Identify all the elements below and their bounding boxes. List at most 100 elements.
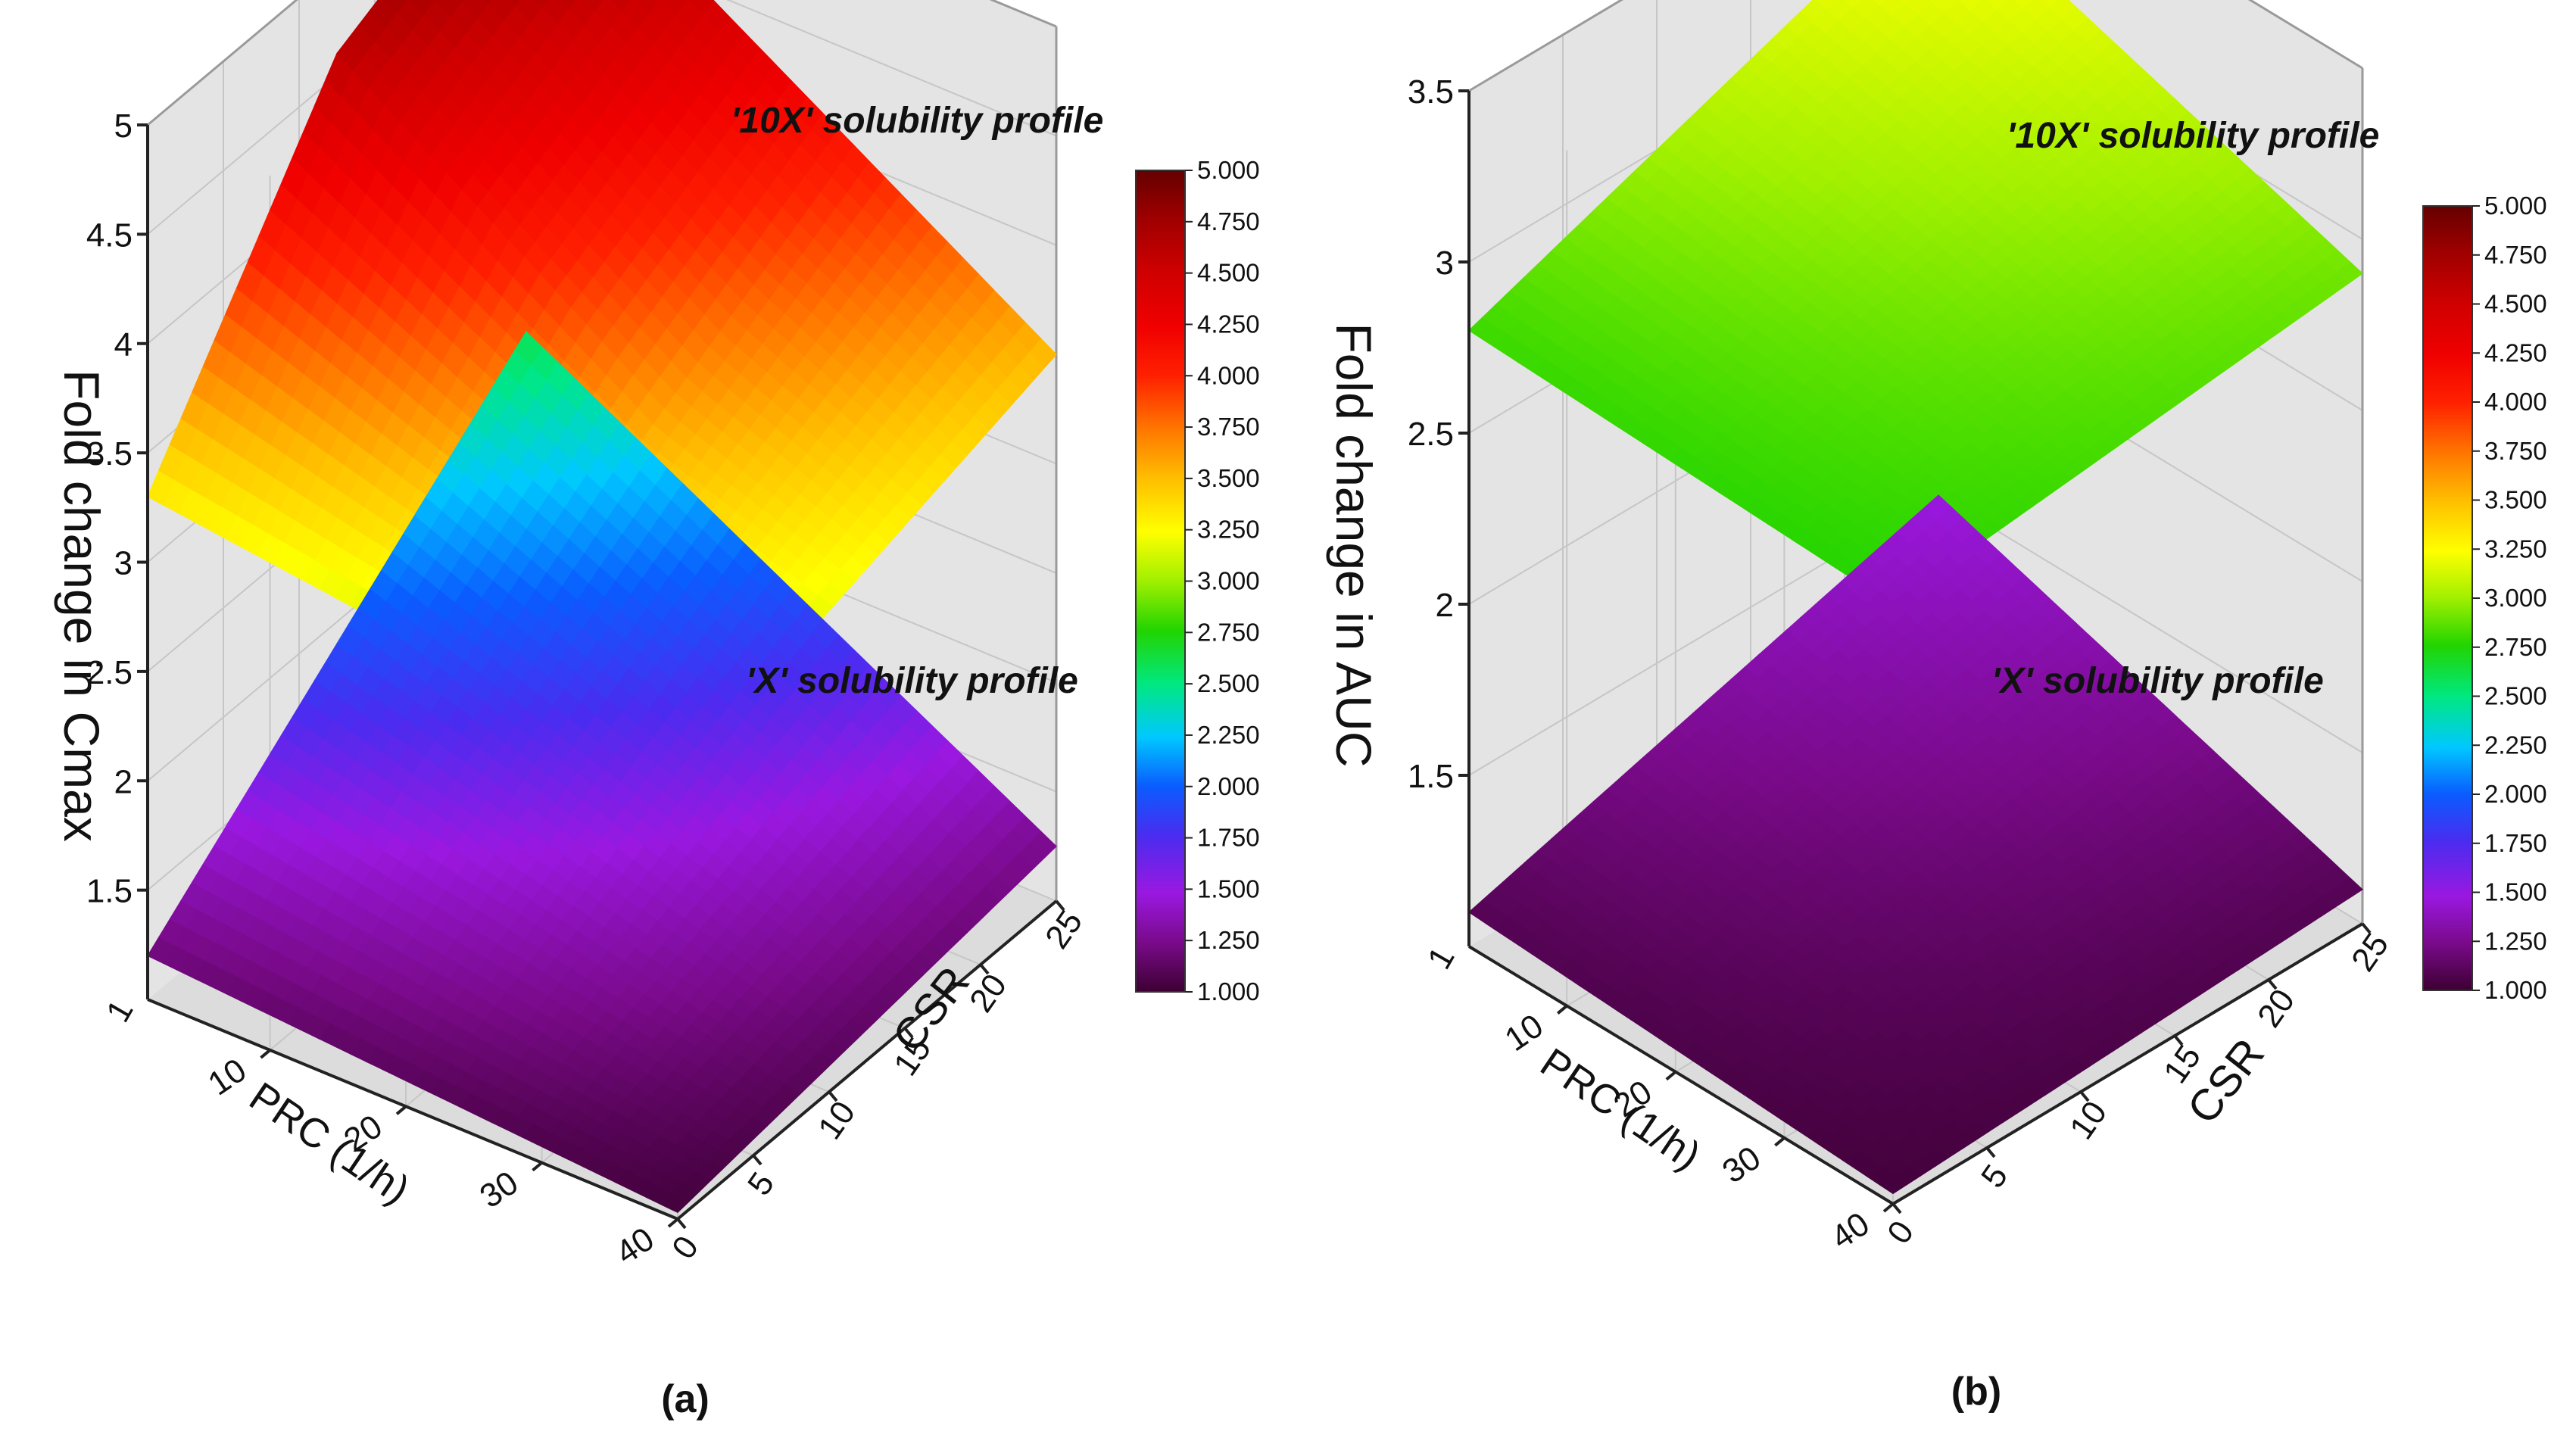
surface-patch [687,0,714,17]
colorbar-tick-label: 3.750 [2484,437,2547,465]
colorbar-tick-label: 1.000 [2484,976,2547,1004]
z-tick-label: 3 [1436,245,1454,282]
colorbar-tick-label: 2.500 [2484,682,2547,710]
colorbar-tick-label: 4.500 [2484,290,2547,318]
panel-label: (a) [661,1377,709,1421]
x-tick-label: 40 [1825,1205,1876,1257]
colorbar-tick-label: 3.000 [2484,584,2547,612]
top-edge [147,0,1057,126]
colorbar-tick-label: 1.000 [1197,977,1260,1005]
surface-annotation: '10X' solubility profile [731,101,1103,141]
y-tick-label: 0 [665,1230,706,1266]
x-tick-mark [1882,1202,1895,1213]
surface-annotation: 'X' solubility profile [1991,661,2324,701]
z-axis-title: Fold change in Cmax [54,369,110,842]
colorbar-tick-label: 3.500 [2484,486,2547,514]
colorbar-tick-label: 2.250 [2484,731,2547,759]
x-tick-mark [1774,1136,1785,1147]
y-tick-label: 5 [741,1166,781,1202]
z-tick-label: 2 [1436,587,1454,624]
wall-gridline [147,0,1057,235]
z-tick-label: 4 [114,326,133,363]
colorbar: 1.000 1.250 1.500 1.750 2.000 2.250 2.500 2.750… [1135,156,1260,1005]
colorbar-tick-label: 3.250 [1197,516,1260,544]
z-tick-label: 3 [114,545,133,582]
z-floor-label: 1 [1421,941,1462,976]
z-floor-label: 1 [99,994,141,1029]
x-tick-mark [1665,1071,1677,1081]
colorbar: 1.000 1.250 1.500 1.750 2.000 2.250 2.500 2.750… [2422,192,2547,1004]
x-tick-label: 30 [473,1164,525,1215]
colorbar-tick-label: 2.750 [1197,618,1260,646]
surface-annotation: '10X' solubility profile [2007,116,2379,156]
y-tick-label: 5 [1974,1158,2015,1195]
x-tick-mark [667,1217,679,1228]
z-tick-label: 4.5 [86,217,133,254]
colorbar-tick-label: 3.000 [1197,567,1260,595]
surface-series-1 [147,331,1057,1214]
colorbar-tick-label: 4.000 [1197,361,1260,389]
surface-patch [410,0,435,15]
colorbar-tick-label: 1.750 [1197,824,1260,852]
panel-label: (b) [1951,1370,2001,1414]
x-tick-label: 10 [1499,1007,1550,1058]
colorbar-tick-label: 2.500 [1197,669,1260,697]
x-tick-label: 40 [610,1221,661,1272]
colorbar-tick-label: 1.250 [1197,926,1260,954]
surface-patch [610,0,632,13]
colorbar-tick-label: 3.750 [1197,413,1260,441]
x-tick-label: 30 [1716,1139,1767,1190]
surface-patch [635,0,660,14]
colorbar-tick-label: 3.250 [2484,535,2547,563]
colorbar-gradient [2422,205,2473,991]
x-tick-label: 10 [201,1052,253,1103]
colorbar-tick-label: 2.000 [1197,772,1260,800]
colorbar-tick-label: 4.250 [2484,338,2547,366]
surface-patch [459,0,464,3]
y-tick-mark [752,1154,763,1166]
y-tick-mark [676,1217,687,1230]
colorbar-tick-label: 4.250 [1197,310,1260,338]
colorbar-gradient [1135,170,1186,993]
surface-patch [484,0,492,5]
colorbar-tick-label: 1.500 [2484,878,2547,906]
colorbar-tick-label: 1.750 [2484,829,2547,857]
z-tick-label: 2.5 [1408,416,1454,453]
surface-patch [560,0,576,10]
colorbar-tick-label: 3.500 [1197,464,1260,492]
y-tick-label: 10 [2063,1095,2114,1146]
surface-patch [535,0,548,8]
y-tick-label: 0 [1880,1214,1921,1251]
colorbar-tick-label: 4.750 [1197,207,1260,235]
surface-patch [385,0,407,13]
colorbar-tick-label: 1.250 [2484,927,2547,955]
surface-patch [585,0,603,11]
colorbar-tick-label: 4.000 [2484,388,2547,416]
surface-patch [509,0,520,6]
colorbar-tick-label: 5.000 [2484,192,2547,220]
y-tick-mark [1891,1202,1902,1214]
x-tick-mark [395,1105,407,1115]
y-tick-mark [1985,1146,1996,1158]
z-tick-label: 1.5 [1408,758,1454,795]
x-tick-mark [532,1161,543,1172]
y-tick-label: 20 [2250,983,2302,1034]
colorbar-tick-label: 5.000 [1197,156,1260,184]
z-tick-label: 2 [114,763,133,800]
colorbar-tick-label: 2.250 [1197,721,1260,749]
colorbar-tick-label: 4.750 [2484,241,2547,269]
colorbar-tick-label: 4.500 [1197,259,1260,287]
colorbar-tick-label: 1.500 [1197,875,1260,903]
z-axis-title: Fold change in AUC [1326,323,1382,767]
colorbar-tick-label: 2.000 [2484,780,2547,808]
z-tick-label: 5 [114,108,133,145]
x-tick-mark [1556,1004,1568,1015]
colorbar-tick-label: 2.750 [2484,633,2547,661]
surface-patch [661,0,687,15]
y-tick-label: 25 [2344,927,2396,978]
z-tick-label: 1.5 [86,873,133,910]
z-tick-label: 3.5 [1408,73,1454,111]
x-tick-mark [260,1049,271,1059]
